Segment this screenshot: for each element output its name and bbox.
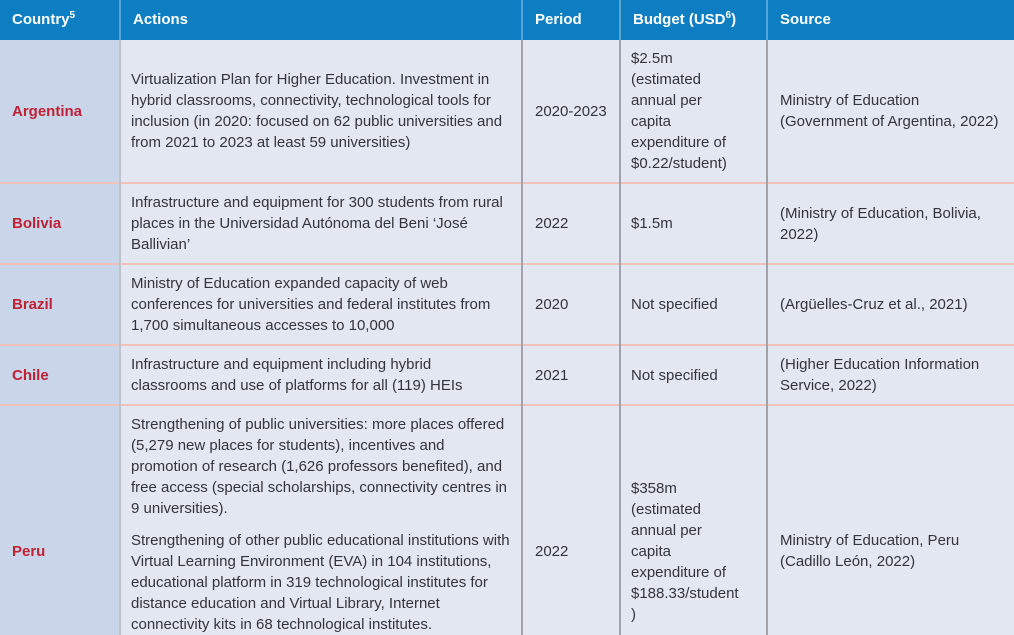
source-cell: Ministry of Education, Peru (Cadillo Leó… (766, 405, 1014, 635)
table-row-bolivia: Bolivia Infrastructure and equipment for… (0, 183, 1014, 264)
actions-cell: Infrastructure and equipment including h… (119, 345, 522, 405)
period-cell: 2021 (521, 345, 620, 405)
table-header: Country5 Actions Period Budget (USD6) So… (0, 0, 1014, 40)
budget-note: (estimated annual per capita expenditure… (631, 71, 727, 172)
actions-paragraph: Infrastructure and equipment for 300 stu… (131, 194, 503, 253)
source-cell: Ministry of Education (Government of Arg… (766, 40, 1014, 183)
period-cell: 2022 (521, 405, 620, 635)
actions-paragraph: Strengthening of other public educationa… (131, 532, 510, 633)
actions-paragraph: Strengthening of public universities: mo… (131, 416, 507, 517)
header-superscript: 6 (725, 9, 732, 21)
table-row-peru: Peru Strengthening of public universitie… (0, 405, 1014, 635)
source-cell: (Argüelles-Cruz et al., 2021) (766, 264, 1014, 345)
budget-note: (estimated annual per capita expenditure… (631, 500, 739, 623)
header-period-label: Period (535, 10, 582, 28)
actions-cell: Infrastructure and equipment for 300 stu… (119, 183, 522, 264)
budget-amount: $358m (631, 479, 677, 497)
header-budget-label: Budget (USD (633, 10, 726, 28)
budget-cell: $1.5m (619, 183, 767, 264)
header-actions-label: Actions (133, 10, 189, 28)
budget-amount: Not specified (631, 296, 718, 313)
table-row-brazil: Brazil Ministry of Education expanded ca… (0, 264, 1014, 345)
budget-cell: Not specified (619, 345, 767, 405)
budget-cell: Not specified (619, 264, 767, 345)
source-cell: (Higher Education Information Service, 2… (766, 345, 1014, 405)
actions-paragraph: Ministry of Education expanded capacity … (131, 275, 491, 334)
period-cell: 2020-2023 (521, 40, 620, 183)
country-cell: Chile (0, 345, 120, 405)
header-source: Source (766, 0, 1014, 40)
country-cell: Argentina (0, 40, 120, 183)
country-cell: Peru (0, 405, 120, 635)
actions-cell: Strengthening of public universities: mo… (119, 405, 522, 635)
header-row: Country5 Actions Period Budget (USD6) So… (0, 0, 1014, 40)
budget-amount: $1.5m (631, 215, 673, 232)
actions-paragraph: Infrastructure and equipment including h… (131, 356, 463, 394)
source-cell: (Ministry of Education, Bolivia, 2022) (766, 183, 1014, 264)
actions-cell: Virtualization Plan for Higher Education… (119, 40, 522, 183)
country-cell: Bolivia (0, 183, 120, 264)
period-cell: 2020 (521, 264, 620, 345)
header-budget: Budget (USD6) (619, 0, 767, 40)
header-country: Country5 (0, 0, 120, 40)
actions-cell: Ministry of Education expanded capacity … (119, 264, 522, 345)
header-superscript: 5 (69, 9, 76, 21)
header-source-label: Source (780, 10, 831, 28)
table-row-chile: Chile Infrastructure and equipment inclu… (0, 345, 1014, 405)
budget-amount: $2.5m (631, 50, 673, 67)
budget-cell: $2.5m (estimated annual per capita expen… (619, 40, 767, 183)
header-country-label: Country (12, 10, 70, 28)
period-cell: 2022 (521, 183, 620, 264)
budget-amount: Not specified (631, 366, 718, 384)
table-body: Argentina Virtualization Plan for Higher… (0, 40, 1014, 635)
actions-paragraph: Virtualization Plan for Higher Education… (131, 71, 503, 151)
header-period: Period (521, 0, 620, 40)
header-actions: Actions (119, 0, 522, 40)
budget-cell: $358m (estimated annual per capita expen… (619, 405, 767, 635)
table-row-argentina: Argentina Virtualization Plan for Higher… (0, 40, 1014, 183)
country-cell: Brazil (0, 264, 120, 345)
